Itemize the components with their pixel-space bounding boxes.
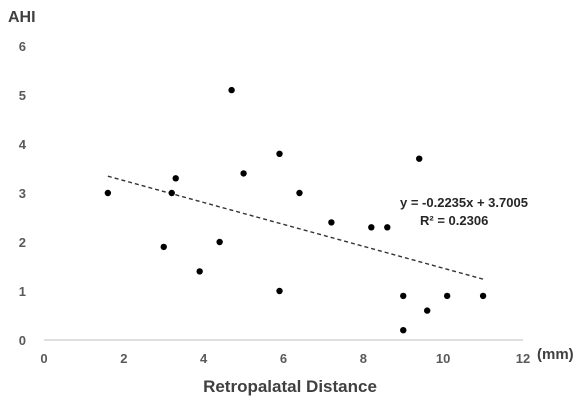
data-point: [400, 327, 407, 334]
y-tick-label: 6: [19, 39, 26, 54]
data-point: [296, 189, 303, 197]
data-point: [216, 238, 223, 246]
data-point: [400, 292, 407, 300]
data-point: [368, 224, 375, 231]
data-point: [160, 243, 167, 251]
x-tick-label: 0: [40, 351, 47, 366]
x-tick-label: 2: [120, 351, 127, 366]
data-point: [479, 292, 487, 300]
x-tick-label: 4: [200, 351, 208, 366]
y-tick-label: 1: [19, 284, 26, 299]
x-tick-label: 12: [516, 351, 530, 366]
y-tick-label: 4: [19, 137, 27, 152]
data-point: [168, 189, 175, 197]
data-point: [384, 224, 391, 231]
x-axis-unit: (mm): [537, 346, 574, 363]
y-tick-label: 0: [19, 333, 26, 348]
data-point: [240, 170, 247, 177]
data-point: [228, 86, 235, 94]
y-tick-label: 2: [19, 235, 26, 250]
data-point: [276, 287, 283, 295]
y-tick-label: 5: [19, 88, 26, 103]
trendline-equation: y = -0.2235x + 3.7005: [400, 195, 528, 210]
data-point: [416, 155, 423, 162]
x-tick-label: 6: [280, 351, 287, 366]
data-point: [328, 219, 335, 226]
y-tick-labels: 0 1 2 3 4 5 6: [19, 39, 27, 348]
y-axis-title: AHI: [8, 9, 36, 26]
data-point: [443, 292, 451, 300]
data-point: [172, 175, 179, 182]
data-point: [196, 268, 203, 275]
data-point: [424, 307, 431, 314]
x-tick-label: 10: [436, 351, 450, 366]
data-point: [276, 150, 283, 157]
y-tick-label: 3: [19, 186, 26, 201]
x-tick-labels: 0 2 4 6 8 10 12: [40, 351, 530, 366]
x-axis-title: Retropalatal Distance: [203, 377, 377, 396]
data-points: [104, 86, 487, 334]
x-tick-label: 8: [360, 351, 367, 366]
trendline-r-squared: R² = 0.2306: [420, 213, 488, 228]
data-point: [104, 189, 112, 197]
